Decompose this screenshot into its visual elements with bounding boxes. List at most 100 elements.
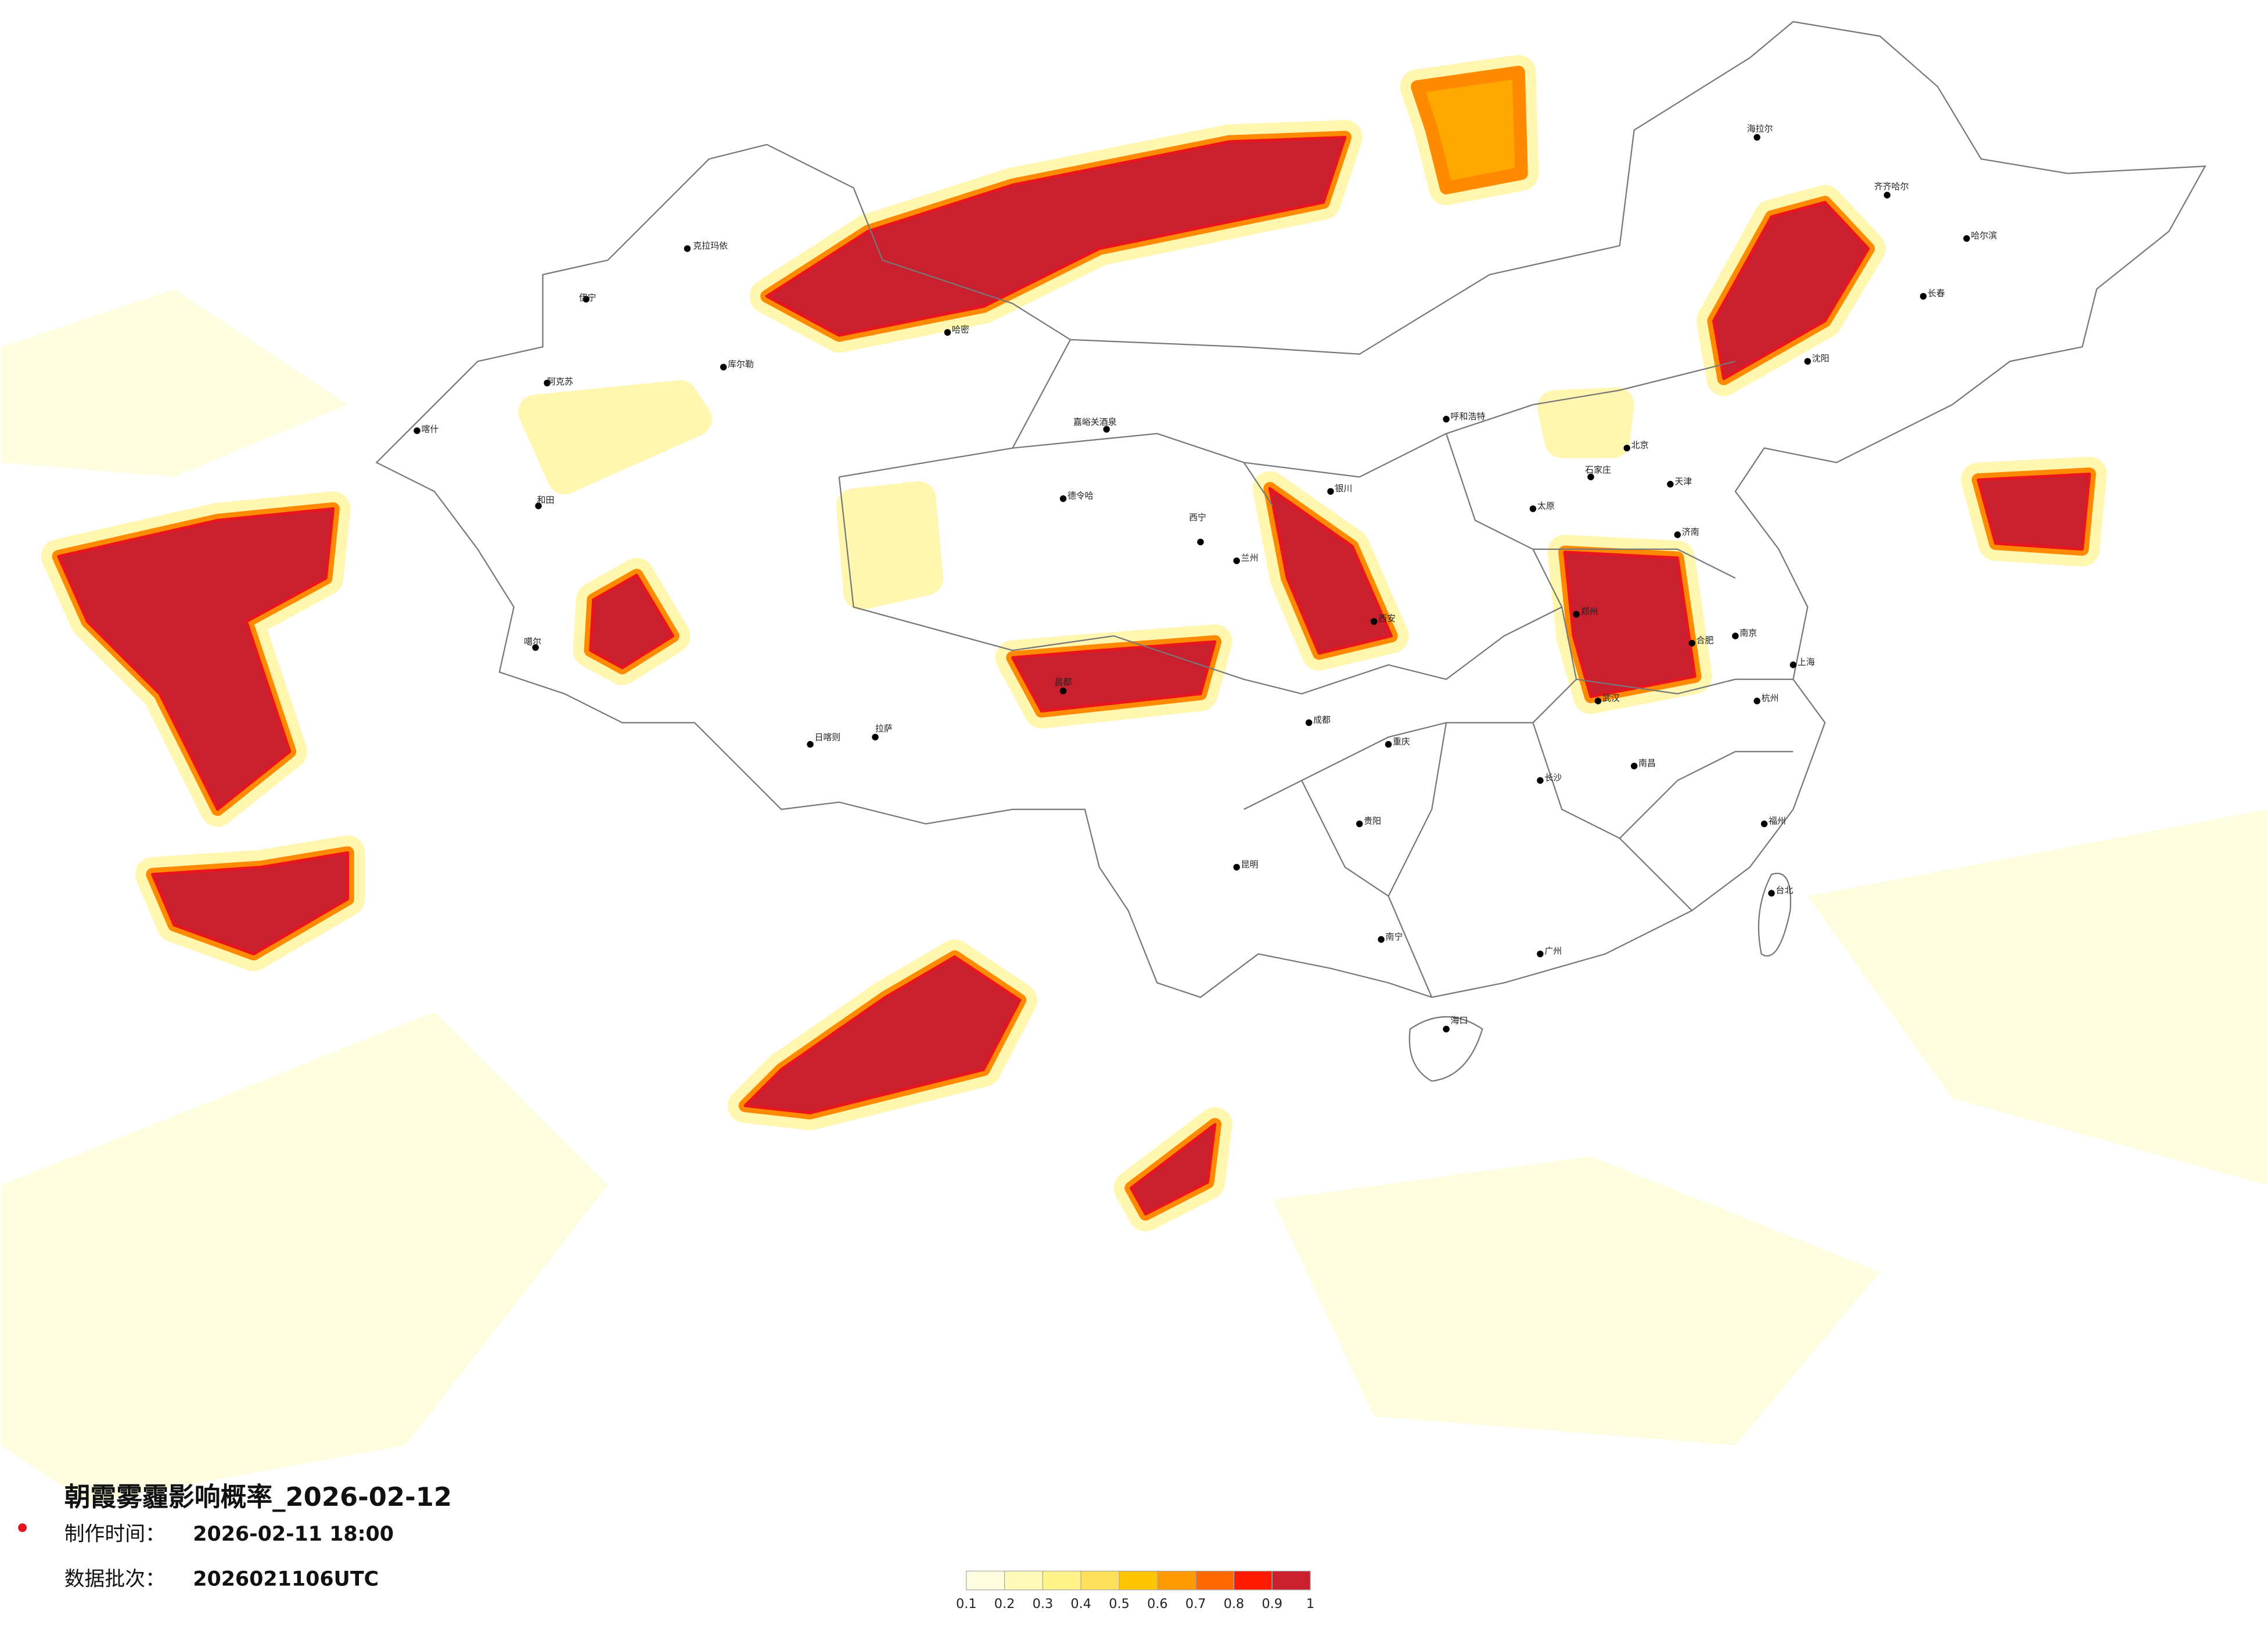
city-label: 太原 [1537, 501, 1555, 511]
city-dot [684, 245, 691, 252]
city-label: 哈尔滨 [1971, 231, 1997, 241]
city-label: 兰州 [1241, 553, 1259, 563]
made-time: 2026-02-11 18:00 [193, 1523, 394, 1546]
city-dot [1674, 531, 1681, 538]
city-label: 长沙 [1544, 772, 1562, 783]
city-label: 拉萨 [875, 723, 893, 733]
colorbar: 0.1 0.2 0.3 0.4 0.5 0.6 0.7 0.8 0.9 1 [956, 1570, 1314, 1611]
city-dot [1587, 473, 1594, 481]
city-dot [1233, 557, 1240, 564]
borders [375, 21, 2206, 1082]
city-dot [1732, 632, 1739, 639]
city-dot [720, 364, 727, 370]
city-label: 南宁 [1386, 931, 1403, 942]
city-dot [1573, 611, 1580, 618]
city-dot [1688, 639, 1695, 647]
city-dot [1753, 697, 1760, 704]
province-border [838, 339, 1793, 998]
city-dot [1594, 697, 1602, 704]
colorbar-tick-label: 0.9 [1262, 1596, 1283, 1611]
colorbar-tick-label: 1 [1306, 1596, 1314, 1611]
city-label: 杭州 [1762, 693, 1779, 703]
city-label: 郑州 [1581, 606, 1598, 617]
haze-zone [854, 499, 926, 593]
colorbar-swatch [1080, 1570, 1120, 1591]
map-title: 朝霞雾霾影响概率_2026-02-12 [64, 1481, 452, 1512]
colorbar-swatch [1119, 1570, 1158, 1591]
city-label: 长春 [1928, 288, 1945, 298]
colorbar-tick-label: 0.7 [1185, 1596, 1206, 1611]
city-label: 海拉尔 [1747, 123, 1773, 134]
city-dot [535, 502, 542, 509]
city-label: 合肥 [1696, 635, 1714, 646]
city-label: 广州 [1544, 946, 1562, 956]
city-label: 嘉峪关酒泉 [1073, 417, 1117, 427]
city-dot [1385, 741, 1392, 748]
city-label: 台北 [1776, 885, 1793, 895]
city-dot [1378, 936, 1385, 943]
city-label: 德令哈 [1067, 491, 1094, 501]
colorbar-tick-label: 0.3 [1033, 1596, 1054, 1611]
city-label: 天津 [1674, 476, 1692, 487]
colorbar-tick-label: 0.2 [994, 1596, 1015, 1611]
city-dot [1197, 538, 1204, 546]
colorbar-tick-label: 0.1 [956, 1596, 977, 1611]
city-dot [1370, 618, 1378, 625]
haze-zone [1565, 552, 1695, 697]
haze-zone [1978, 474, 2090, 549]
colorbar-swatch [1195, 1570, 1235, 1591]
city-label: 海口 [1451, 1015, 1468, 1026]
city-label: 伊宁 [579, 293, 596, 303]
colorbar-swatch [1004, 1570, 1044, 1591]
city-dot [1789, 661, 1797, 668]
city-dot [872, 733, 879, 741]
city-label: 重庆 [1393, 736, 1410, 747]
haze-area [1807, 809, 2267, 1185]
city-dot [1753, 134, 1760, 141]
city-dot [1804, 358, 1811, 365]
cities: 克拉玛依 伊宁 阿克苏 喀什 和田 库尔勒 哈密 嘉峪关酒泉 德令哈 噶尔 日喀… [414, 123, 1997, 1033]
city-label: 西安 [1378, 613, 1396, 624]
city-label: 呼和浩特 [1451, 411, 1486, 422]
city-dot [1920, 293, 1927, 300]
city-label: 北京 [1631, 440, 1649, 451]
city-label: 昆明 [1241, 859, 1259, 869]
island-taiwan [1757, 873, 1792, 957]
city-dot [1768, 890, 1775, 897]
city-label: 上海 [1798, 657, 1815, 667]
city-label: 济南 [1682, 527, 1699, 537]
colorbar-swatch [1157, 1570, 1196, 1591]
city-label: 库尔勒 [728, 359, 754, 369]
city-label: 和田 [537, 495, 555, 505]
city-dot [1443, 1026, 1450, 1033]
city-label: 银川 [1335, 483, 1352, 494]
city-dot [944, 329, 951, 336]
city-dot [1537, 777, 1544, 784]
city-dot [583, 296, 590, 303]
island-hainan [1408, 1016, 1483, 1082]
city-label: 阿克苏 [547, 376, 573, 387]
colorbar-swatch [1233, 1570, 1273, 1591]
light-haze [1, 289, 2267, 1503]
city-dot [1327, 488, 1334, 495]
city-dot [1305, 719, 1313, 726]
colorbar-tick-label: 0.8 [1224, 1596, 1245, 1611]
colorbar-tick-label: 0.6 [1147, 1596, 1168, 1611]
city-dot [1667, 481, 1674, 488]
city-dot [414, 427, 420, 434]
batch-label: 数据批次： [64, 1567, 166, 1591]
made-time-label: 制作时间： [64, 1523, 166, 1546]
city-label: 昌都 [1055, 677, 1072, 688]
city-dot [1103, 426, 1110, 433]
haze-area [1273, 1156, 1880, 1445]
city-dot [544, 379, 551, 387]
city-label: 哈密 [952, 324, 969, 334]
colorbar-tick-label: 0.5 [1109, 1596, 1130, 1611]
city-label: 克拉玛依 [693, 240, 728, 251]
city-dot [532, 644, 539, 651]
city-label: 南京 [1739, 628, 1757, 638]
city-label: 贵阳 [1364, 816, 1381, 826]
city-dot [1059, 687, 1067, 695]
city-dot [1233, 864, 1240, 871]
city-label: 西宁 [1189, 512, 1206, 523]
